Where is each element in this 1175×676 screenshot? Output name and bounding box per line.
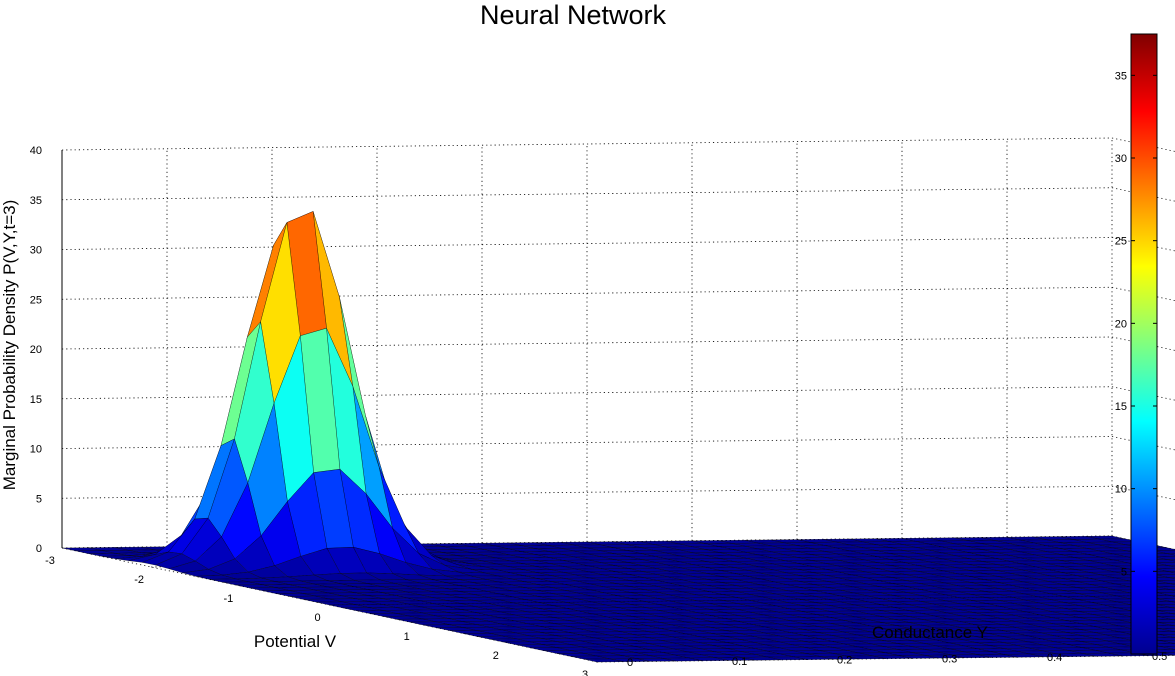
grid-line — [61, 386, 1113, 400]
x-axis-label: Potential V — [254, 632, 337, 651]
y-tick-label: 0.3 — [942, 653, 957, 665]
y-tick-label: 0.1 — [732, 656, 747, 668]
z-tick-label: 30 — [30, 245, 42, 257]
colorbar-gradient — [1130, 33, 1158, 655]
z-tick-label: 40 — [30, 145, 42, 157]
colorbar-tick-label: 15 — [1115, 401, 1127, 413]
x-tick-label: 0 — [314, 612, 320, 624]
z-tick-label: 35 — [30, 195, 42, 207]
grid-line — [61, 137, 1113, 151]
grid-line — [61, 436, 1113, 449]
surface-patch — [583, 658, 624, 663]
grid-line — [61, 336, 1113, 350]
x-tick-label: -2 — [134, 574, 144, 586]
colorbar-tick-label: 5 — [1121, 566, 1127, 578]
colorbar-tick-label: 20 — [1115, 318, 1127, 330]
z-tick-label: 20 — [30, 344, 42, 356]
colorbar-tick-label: 30 — [1115, 153, 1127, 165]
chart-title: Neural Network — [480, 0, 667, 30]
x-tick-label: -1 — [223, 593, 233, 605]
colorbar-tick-label: 35 — [1115, 70, 1127, 82]
z-tick-label: 25 — [30, 294, 42, 306]
x-tick-label: 2 — [493, 650, 499, 662]
grid-line — [61, 485, 1113, 499]
z-tick-label: 15 — [30, 394, 42, 406]
colorbar: 5 10 15 20 25 30 35 — [1115, 33, 1158, 655]
colorbar-tick-label: 10 — [1115, 484, 1127, 496]
x-tick-label: 3 — [582, 669, 588, 676]
y-tick-label: 0.2 — [837, 655, 852, 667]
z-tick-label: 5 — [36, 493, 42, 505]
x-tick-label: 1 — [404, 631, 410, 643]
x-tick-label: -3 — [45, 555, 55, 567]
y-tick-label: 0 — [627, 657, 633, 669]
z-axis-label: Marginal Probability Density P(V,Y,t=3) — [0, 200, 19, 491]
colorbar-ticks: 5 10 15 20 25 30 35 — [1115, 70, 1157, 578]
grid-line — [61, 187, 1113, 201]
colorbar-tick-label: 25 — [1115, 236, 1127, 248]
y-axis-label: Conductance Y — [872, 623, 988, 642]
z-tick-label: 10 — [30, 444, 42, 456]
z-tick-label: 0 — [36, 543, 42, 555]
y-tick-label: 0.4 — [1047, 652, 1062, 664]
